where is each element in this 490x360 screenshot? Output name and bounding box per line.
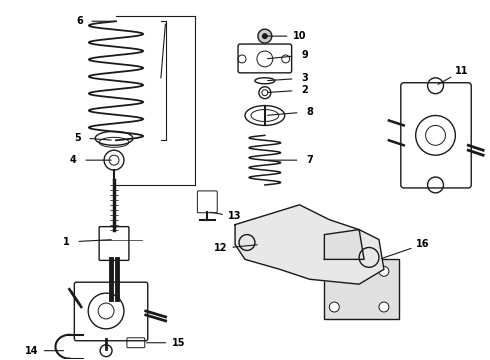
Text: 8: 8 [306,107,313,117]
Circle shape [379,266,389,276]
Text: 7: 7 [306,155,313,165]
Text: 16: 16 [416,239,430,249]
Text: 2: 2 [301,85,308,95]
Text: 11: 11 [455,66,469,76]
Polygon shape [235,205,384,284]
Bar [324,260,399,319]
Circle shape [262,33,268,39]
Text: 4: 4 [70,155,77,165]
Circle shape [329,266,339,276]
Text: 14: 14 [25,346,38,356]
Text: 10: 10 [293,31,306,41]
Text: 5: 5 [74,132,81,143]
Polygon shape [324,230,364,260]
Circle shape [379,302,389,312]
Text: 12: 12 [214,243,227,253]
Circle shape [329,302,339,312]
Text: 3: 3 [301,73,308,83]
Text: 9: 9 [301,50,308,60]
Text: 1: 1 [63,237,70,247]
Text: 6: 6 [76,16,83,26]
Circle shape [258,29,272,43]
Text: 15: 15 [172,338,185,348]
Text: 13: 13 [228,211,242,221]
